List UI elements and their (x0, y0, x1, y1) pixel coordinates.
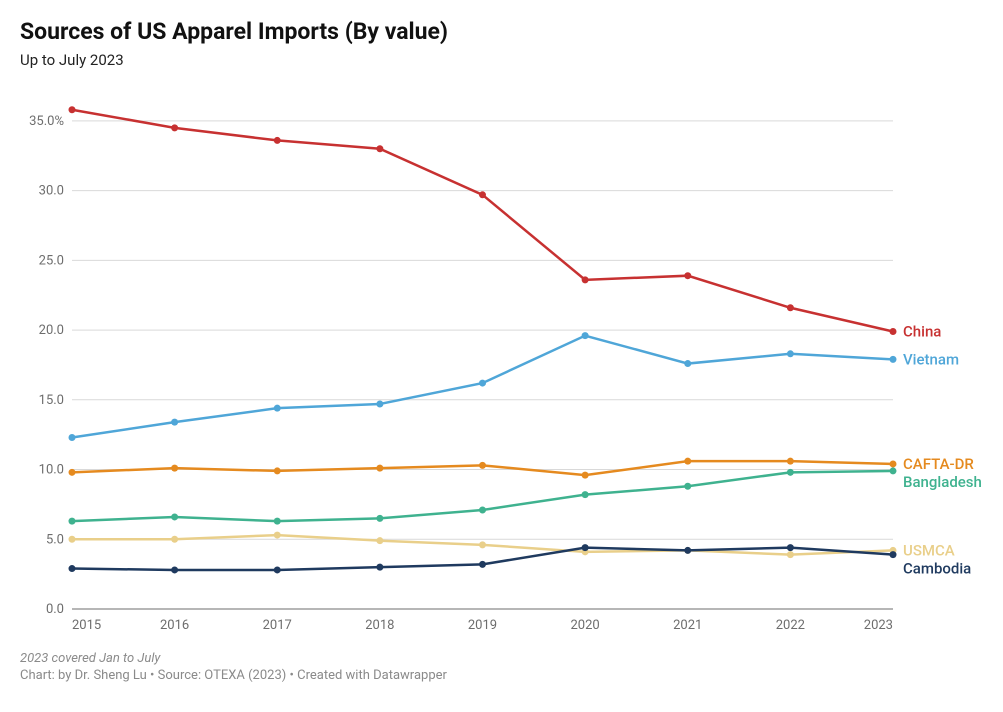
y-axis-label: 5.0 (46, 532, 64, 547)
series-marker (582, 332, 589, 339)
series-marker (69, 469, 76, 476)
y-axis-label: 10.0 (39, 463, 64, 478)
series-marker (376, 400, 383, 407)
y-axis-label: 15.0 (39, 393, 64, 408)
x-axis-label: 2023 (864, 618, 893, 633)
series-marker (582, 472, 589, 479)
series-marker (479, 541, 486, 548)
series-marker (890, 551, 897, 558)
series-marker (376, 515, 383, 522)
x-axis-label: 2017 (263, 618, 292, 633)
series-marker (69, 536, 76, 543)
series-marker (274, 137, 281, 144)
series-marker (69, 434, 76, 441)
series-marker (171, 513, 178, 520)
series-marker (479, 380, 486, 387)
series-marker (684, 483, 691, 490)
series-line-bangladesh (72, 471, 893, 521)
series-marker (684, 547, 691, 554)
y-axis-label: 25.0 (39, 253, 64, 268)
y-axis-label: 0.0 (46, 602, 64, 617)
series-marker (582, 276, 589, 283)
series-marker (684, 360, 691, 367)
series-marker (787, 304, 794, 311)
x-axis-label: 2020 (571, 618, 600, 633)
series-label-china: China (903, 322, 941, 340)
x-axis-label: 2019 (468, 618, 497, 633)
x-axis-label: 2022 (776, 618, 805, 633)
series-marker (479, 561, 486, 568)
chart-title: Sources of US Apparel Imports (By value) (20, 18, 983, 45)
series-marker (376, 537, 383, 544)
y-axis-label: 30.0 (39, 184, 64, 199)
series-marker (274, 532, 281, 539)
series-marker (582, 491, 589, 498)
x-axis-label: 2016 (160, 618, 189, 633)
x-axis-label: 2018 (365, 618, 394, 633)
series-marker (890, 460, 897, 467)
series-marker (69, 565, 76, 572)
x-axis-label: 2015 (72, 618, 101, 633)
chart-container: Sources of US Apparel Imports (By value)… (0, 0, 1003, 712)
series-marker (787, 458, 794, 465)
series-marker (787, 551, 794, 558)
series-marker (274, 405, 281, 412)
line-chart-svg: 0.0 5.0 10.0 15.0 20.0 25.0 30.0 35.0% 2015 2016 2… (20, 79, 983, 639)
series-marker (171, 465, 178, 472)
series-marker (274, 467, 281, 474)
series-marker (684, 458, 691, 465)
series-marker (479, 191, 486, 198)
series-marker (69, 518, 76, 525)
series-label-vietnam: Vietnam (903, 350, 959, 368)
series-marker (274, 518, 281, 525)
series-marker (787, 350, 794, 357)
series-marker (684, 272, 691, 279)
series-label-cambodia: Cambodia (903, 559, 971, 577)
series-marker (171, 566, 178, 573)
chart-subtitle: Up to July 2023 (20, 51, 983, 69)
series-marker (171, 419, 178, 426)
series-marker (376, 465, 383, 472)
series-line-china (72, 110, 893, 332)
series-marker (787, 469, 794, 476)
series-marker (69, 106, 76, 113)
series-marker (890, 467, 897, 474)
series-marker (787, 544, 794, 551)
y-axis-label: 35.0% (29, 114, 64, 129)
series-marker (582, 544, 589, 551)
series-marker (890, 356, 897, 363)
series-marker (376, 145, 383, 152)
series-label-usmca: USMCA (903, 541, 955, 559)
series-marker (479, 506, 486, 513)
x-axis-label: 2021 (673, 618, 702, 633)
series-marker (274, 566, 281, 573)
series-label-bangladesh: Bangladesh (903, 473, 982, 491)
y-axis-label: 20.0 (39, 323, 64, 338)
chart-credit: Chart: by Dr. Sheng Lu • Source: OTEXA (… (20, 668, 983, 683)
chart-plot-area: 0.0 5.0 10.0 15.0 20.0 25.0 30.0 35.0% 2015 2016 2… (20, 79, 983, 643)
series-marker (890, 328, 897, 335)
series-label-cafta-dr: CAFTA-DR (903, 455, 974, 473)
chart-footnote: 2023 covered Jan to July (20, 651, 983, 666)
series-marker (171, 536, 178, 543)
series-marker (479, 462, 486, 469)
series-marker (171, 124, 178, 131)
series-marker (376, 564, 383, 571)
